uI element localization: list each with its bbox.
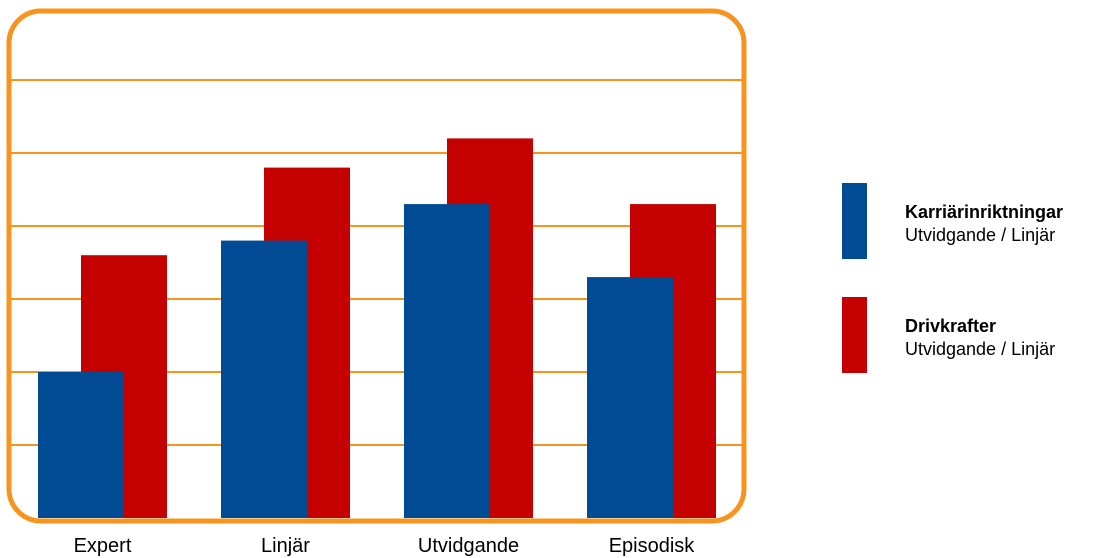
legend-series-subtitle: Utvidgande / Linjär (905, 339, 1055, 359)
bar-karriarinriktningar-2 (404, 204, 490, 518)
legend-series-subtitle: Utvidgande / Linjär (905, 225, 1055, 245)
bars-layer (38, 138, 716, 518)
legend-series-name: Drivkrafter (905, 316, 996, 336)
x-tick-label: Utvidgande (418, 535, 519, 557)
x-axis-labels: Expert Linjär Utvidgande Episodisk (74, 535, 696, 557)
x-tick-label: Expert (74, 535, 132, 557)
bar-karriarinriktningar-3 (587, 277, 673, 518)
legend-swatch (842, 297, 867, 373)
legend-swatch (842, 183, 867, 259)
x-tick-label: Episodisk (609, 535, 696, 557)
legend-series-name: Karriärinriktningar (905, 202, 1063, 222)
legend: Karriärinriktningar Utvidgande / Linjär Dr… (842, 183, 1063, 373)
bar-karriarinriktningar-0 (38, 372, 124, 518)
plot-frame (6, 8, 747, 524)
x-tick-label: Linjär (261, 535, 310, 557)
bar-karriarinriktningar-1 (221, 240, 307, 518)
